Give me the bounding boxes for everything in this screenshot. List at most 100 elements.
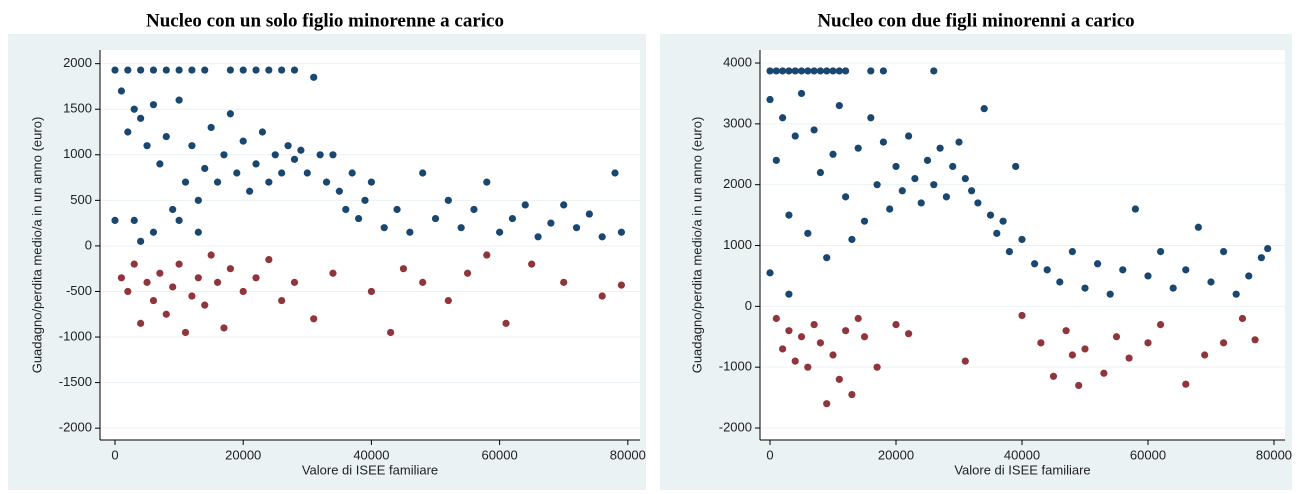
point	[1068, 351, 1076, 359]
point	[508, 214, 517, 223]
point	[1106, 290, 1114, 298]
y-tick-label: -1500	[59, 374, 92, 389]
point	[842, 193, 850, 201]
point	[930, 181, 938, 189]
point	[399, 265, 408, 273]
point	[502, 319, 510, 327]
point	[226, 110, 234, 118]
point	[999, 217, 1007, 225]
point	[986, 211, 995, 219]
y-tick-label: -1000	[719, 359, 752, 374]
point	[162, 310, 170, 318]
point	[201, 66, 209, 74]
point	[130, 260, 138, 268]
point	[226, 66, 234, 74]
point	[1081, 284, 1089, 292]
point	[1131, 205, 1139, 213]
point	[560, 278, 568, 286]
point	[534, 233, 542, 241]
point	[303, 169, 311, 177]
point	[124, 66, 132, 74]
point	[905, 132, 913, 140]
point	[201, 164, 209, 173]
point	[598, 233, 606, 241]
point	[278, 169, 286, 177]
point	[335, 187, 343, 195]
point	[617, 281, 626, 289]
point	[791, 67, 799, 75]
point	[547, 219, 555, 227]
point	[779, 114, 787, 122]
point	[188, 142, 196, 150]
point	[213, 178, 222, 186]
point	[143, 142, 151, 150]
point	[816, 168, 825, 177]
point	[1219, 248, 1228, 256]
point	[879, 138, 888, 146]
point	[220, 151, 228, 159]
point	[252, 66, 260, 74]
y-tick-label: -2000	[59, 420, 92, 435]
point	[823, 254, 831, 262]
y-tick-label: -2000	[719, 419, 752, 434]
point	[233, 169, 241, 177]
point	[1182, 266, 1190, 274]
point	[961, 175, 969, 183]
point	[175, 260, 183, 268]
y-axis-label: Guadagno/perdita medio/a in un anno (eur…	[29, 117, 44, 374]
point	[1018, 235, 1026, 244]
point	[156, 160, 164, 168]
y-tick-label: 2000	[63, 55, 92, 70]
point	[936, 144, 944, 152]
point	[188, 292, 196, 300]
point	[149, 101, 158, 109]
y-tick-label: 1000	[723, 237, 752, 252]
point	[785, 211, 793, 219]
x-tick-label: 40000	[1004, 447, 1040, 462]
point	[265, 255, 273, 264]
point	[130, 216, 138, 224]
point	[457, 224, 465, 232]
point	[810, 320, 818, 329]
point	[322, 178, 331, 186]
plot-area	[100, 50, 640, 440]
x-tick-label: 80000	[610, 447, 646, 462]
x-axis-label: Valore di ISEE familiare	[302, 462, 438, 477]
point	[842, 327, 850, 335]
point	[130, 105, 138, 113]
point	[470, 205, 478, 214]
point	[496, 228, 504, 236]
point	[1144, 272, 1152, 280]
point	[867, 114, 875, 122]
point	[842, 67, 850, 75]
point	[860, 333, 869, 341]
point	[804, 363, 812, 371]
point	[835, 102, 843, 110]
point	[239, 66, 247, 74]
point	[124, 287, 132, 296]
point	[431, 214, 440, 223]
point	[175, 66, 183, 74]
x-tick-label: 80000	[1256, 447, 1292, 462]
point	[162, 66, 170, 74]
point	[598, 292, 606, 300]
point	[1056, 278, 1064, 286]
point	[1201, 351, 1209, 359]
point	[181, 178, 190, 186]
point	[860, 217, 869, 225]
point	[1257, 254, 1265, 262]
point	[1232, 290, 1240, 298]
point	[1125, 354, 1133, 362]
point	[188, 66, 196, 74]
point	[380, 224, 388, 232]
y-tick-label: -1000	[59, 328, 92, 343]
point	[816, 67, 825, 75]
point	[772, 67, 780, 75]
point	[772, 156, 780, 164]
y-tick-label: 0	[745, 298, 752, 313]
point	[117, 274, 126, 282]
point	[1068, 248, 1076, 256]
point	[419, 169, 427, 177]
point	[797, 333, 806, 341]
